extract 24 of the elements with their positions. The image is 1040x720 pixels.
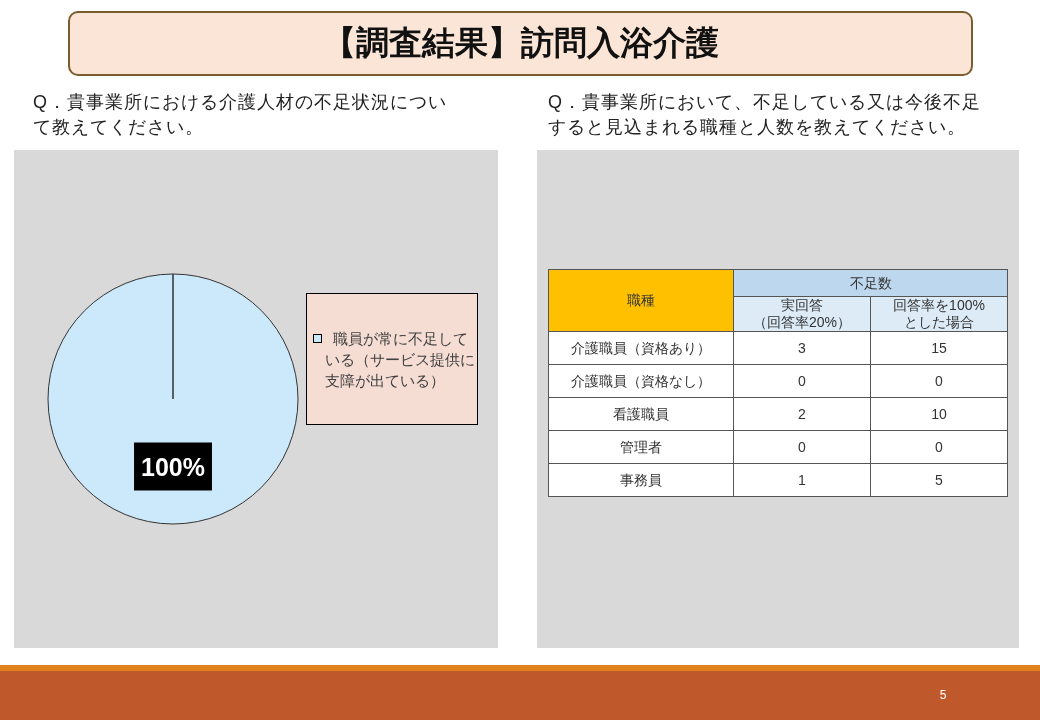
text: 3 (733, 331, 871, 365)
text: 実回答（回答率20%） (733, 296, 871, 332)
text: 0 (733, 430, 871, 464)
text: 0 (870, 430, 1008, 464)
text: 0 (733, 364, 871, 398)
text: 看護職員 (548, 397, 734, 431)
text: 回答率を100%とした場合 (870, 296, 1008, 332)
text: 1 (733, 463, 871, 497)
text: 不足数 (733, 269, 1008, 297)
text: 2 (733, 397, 871, 431)
text: 15 (870, 331, 1008, 365)
text: 0 (870, 364, 1008, 398)
text: 5 (938, 688, 948, 702)
legend-label: 職員が常に不足している（サービス提供に支障が出ている） (325, 329, 475, 389)
text: 職種 (548, 269, 734, 332)
text: 5 (870, 463, 1008, 497)
text: 介護職員（資格あり） (548, 331, 734, 365)
text: 事務員 (548, 463, 734, 497)
text: 管理者 (548, 430, 734, 464)
chart-subtitle: Q．貴事業所における介護人材の不足状況について教えてください。 (33, 91, 448, 139)
data-label: 100% (141, 452, 205, 481)
text: Q．貴事業所において、不足している又は今後不足すると見込まれる職種と人数を教えてください。 (548, 91, 982, 139)
text: 介護職員（資格なし） (548, 364, 734, 398)
text: 10 (870, 397, 1008, 431)
